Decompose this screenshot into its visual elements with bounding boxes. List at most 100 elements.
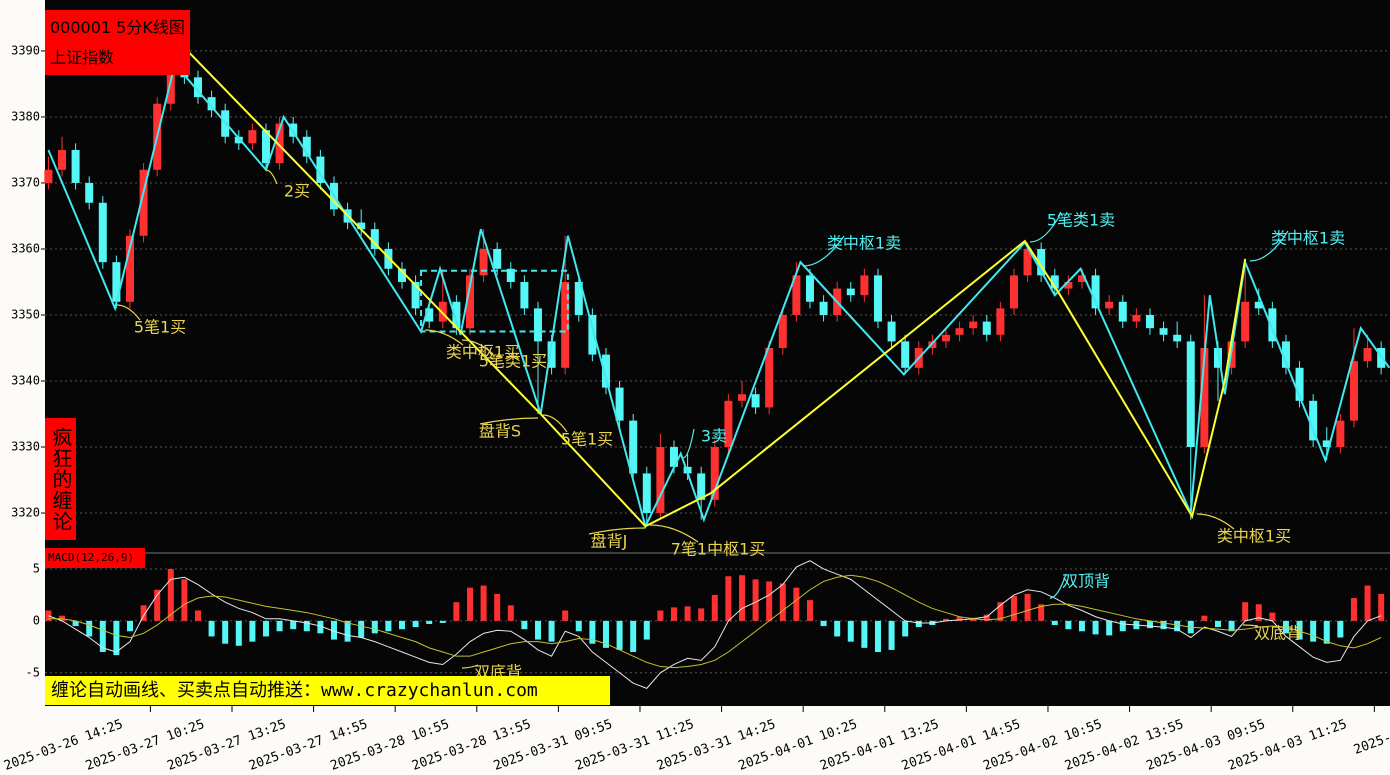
dea-line	[48, 574, 1382, 669]
annotation: 5笔1买	[134, 318, 186, 337]
candle-body	[384, 248, 393, 269]
macd-bar	[888, 620, 895, 650]
macd-bar	[494, 593, 501, 621]
candle-body	[1322, 440, 1331, 448]
candle-body	[438, 301, 447, 322]
annotation: 7笔1中枢1买	[671, 540, 766, 559]
annotation-arrow	[1242, 624, 1259, 627]
candle-body	[533, 308, 542, 342]
macd-bar	[834, 620, 841, 637]
candle-body	[44, 169, 53, 183]
macd-bar	[330, 620, 337, 640]
candle-body	[302, 136, 311, 157]
candle-body	[112, 262, 121, 302]
macd-bar	[1350, 598, 1357, 621]
candle-body	[669, 447, 678, 467]
macd-bar	[521, 620, 528, 630]
macd-bar	[1065, 620, 1072, 630]
candle-body	[1159, 328, 1168, 335]
macd-bar	[1174, 620, 1181, 632]
candle-body	[697, 473, 706, 500]
candle-body	[425, 308, 434, 322]
macd-bar	[534, 620, 541, 640]
annotation-arrow	[542, 414, 568, 433]
macd-bar	[167, 568, 174, 621]
candle-body	[193, 77, 202, 98]
annotation: 5笔类1买	[479, 352, 547, 371]
macd-bar	[1364, 585, 1371, 621]
candle-body	[751, 394, 760, 408]
candle-body	[85, 182, 94, 203]
macd-bar	[358, 620, 365, 638]
macd-bar	[1214, 620, 1221, 628]
candle-body	[1186, 341, 1195, 448]
candle-body	[737, 394, 746, 401]
macd-bar	[1078, 620, 1085, 632]
candle-body	[275, 123, 284, 164]
annotation: 5笔类1卖	[1047, 211, 1115, 230]
y-tick-label: 5	[33, 561, 40, 575]
macd-bar	[902, 620, 909, 637]
macd-bar	[1146, 620, 1153, 629]
macd-bar	[942, 618, 949, 621]
macd-bar	[1010, 595, 1017, 621]
macd-bar	[1038, 604, 1045, 621]
dif-line	[48, 560, 1382, 689]
side-label: 疯狂的缠论	[45, 418, 76, 540]
macd-bar	[861, 620, 868, 648]
macd-bar	[1323, 620, 1330, 644]
macd-bar	[602, 620, 609, 648]
candle-body	[642, 473, 651, 514]
annotation-arrow	[265, 169, 278, 185]
annotation: 双顶背	[1062, 572, 1110, 591]
macd-bar	[1228, 620, 1235, 632]
candle-body	[1281, 341, 1290, 368]
annotation: 盘背J	[591, 532, 628, 551]
macd-bar	[956, 616, 963, 621]
candle-body	[139, 169, 148, 236]
macd-bar	[779, 583, 786, 621]
y-tick-label: 3360	[11, 241, 40, 255]
macd-bar	[99, 620, 106, 653]
annotation: 盘背S	[479, 422, 521, 441]
macd-bar	[154, 589, 161, 621]
candle-body	[996, 308, 1005, 335]
plot-background	[45, 0, 1390, 706]
candle-body	[1363, 347, 1372, 362]
annotation-arrow	[1196, 513, 1235, 530]
candle-body	[1254, 301, 1263, 309]
y-tick-label: 3320	[11, 506, 40, 520]
candle-body	[846, 288, 855, 296]
macd-bar	[1119, 620, 1126, 632]
macd-bar	[1092, 620, 1099, 635]
candle-body	[411, 281, 420, 309]
candle-body	[234, 136, 243, 144]
macd-bar	[208, 620, 215, 637]
candle-body	[873, 275, 882, 322]
annotation-arrow	[424, 329, 464, 346]
chart-title: 000001 5分K线图	[50, 18, 185, 37]
candle-body	[1349, 361, 1358, 421]
macd-bar	[1255, 604, 1262, 621]
macd-bar	[181, 579, 188, 621]
macd-bar	[643, 620, 650, 640]
candle-body	[547, 341, 556, 368]
candle-body	[1295, 367, 1304, 401]
annotation-arrow	[1029, 212, 1062, 243]
candle-body	[370, 229, 379, 249]
candle-body	[397, 268, 406, 282]
candle-body	[1268, 308, 1277, 342]
candle-body	[479, 248, 488, 276]
candle-body	[574, 281, 583, 315]
macd-bar	[222, 620, 229, 644]
chart-subtitle: 上证指数	[50, 48, 115, 67]
candle-body	[1309, 400, 1318, 441]
macd-bar	[466, 587, 473, 621]
y-tick-label: -5	[26, 665, 40, 679]
annotation-arrow	[461, 664, 479, 669]
candle-body	[629, 420, 638, 474]
macd-bar	[1106, 620, 1113, 636]
candle-body	[860, 275, 869, 296]
macd-bar	[711, 594, 718, 621]
